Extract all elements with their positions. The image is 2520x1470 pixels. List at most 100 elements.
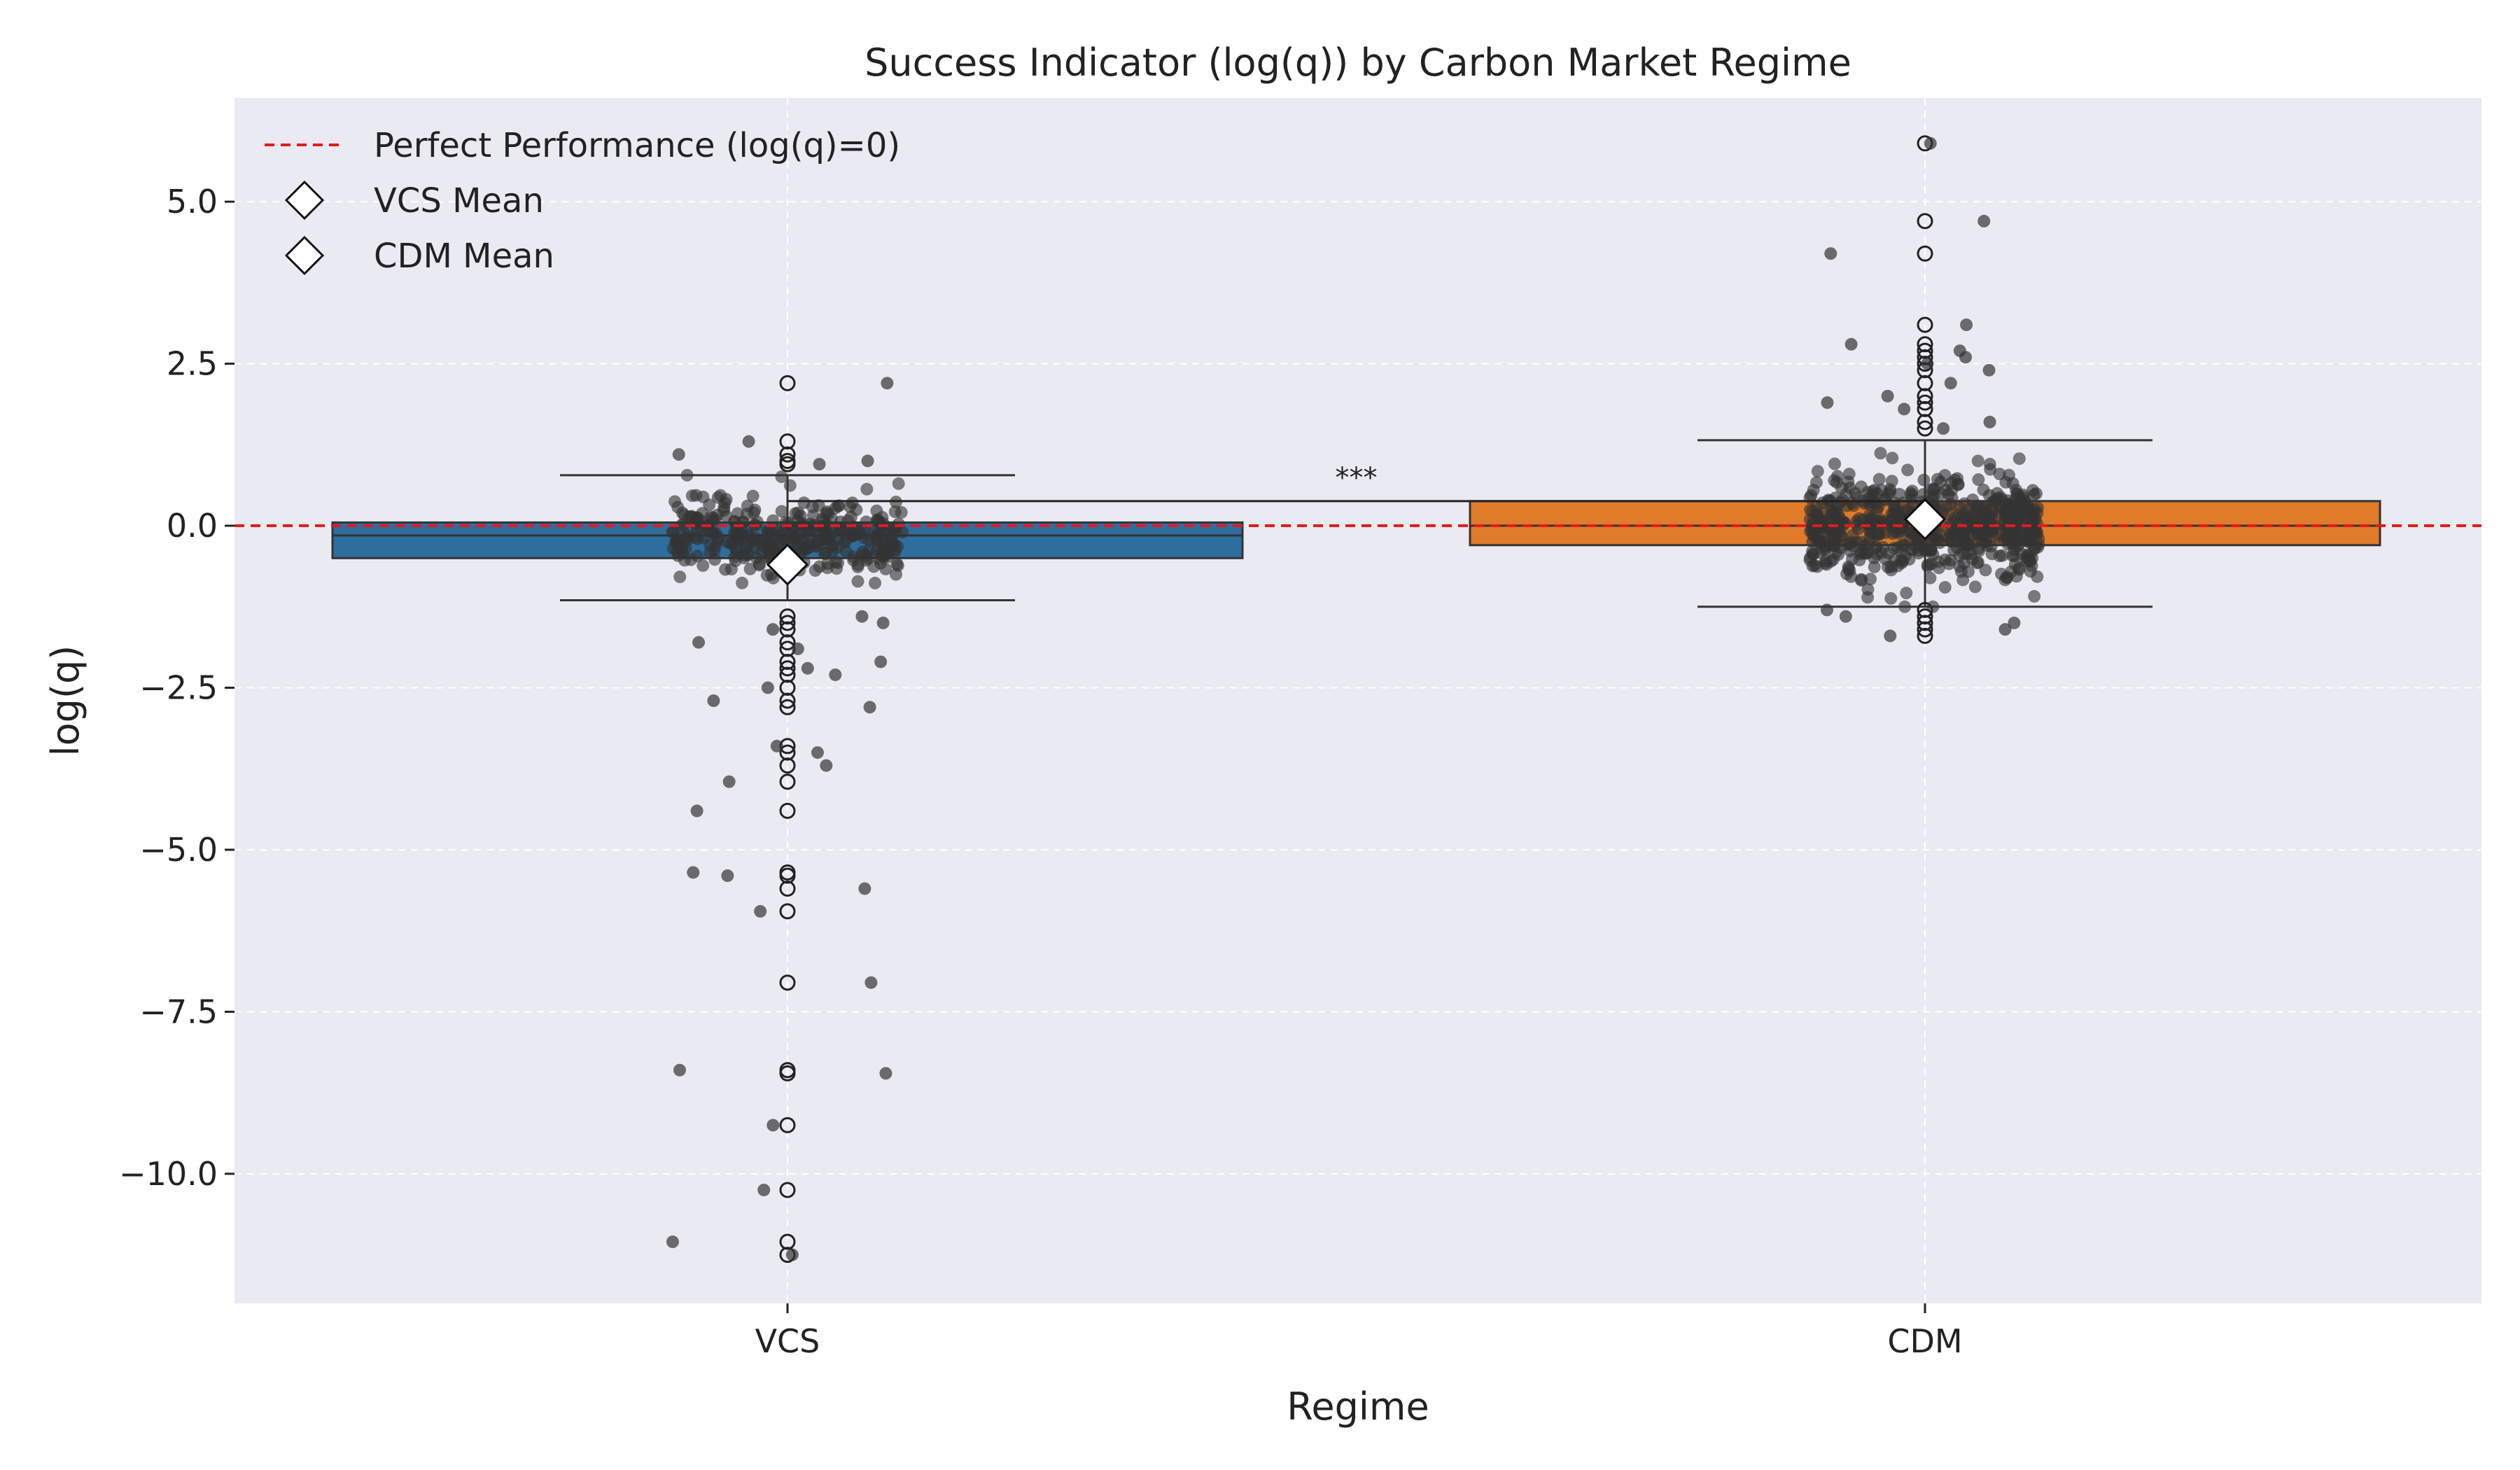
x-tick-label-1: CDM (1887, 1322, 1962, 1360)
vcs-outlier-18 (779, 757, 796, 774)
cdm-strip-point-584 (1837, 519, 1850, 532)
cdm-strip-point-545 (1885, 475, 1898, 488)
cdm-strip-outlier-1 (1977, 214, 1991, 227)
vcs-strip-point-325 (794, 509, 807, 522)
vcs-outlier-2 (779, 446, 796, 463)
cdm-strip-point-157 (1874, 447, 1887, 460)
vcs-strip-outlier-16 (770, 739, 783, 752)
vcs-strip-outlier-29 (757, 1183, 771, 1196)
cdm-strip-point-435 (2027, 488, 2040, 501)
vcs-strip-outlier-22 (721, 869, 734, 882)
legend-cdm-mean-marker (284, 235, 325, 276)
axes: 5.0 2.5 0.0 −2.5 −5.0 −7.5 −10.0 VCS CDM (119, 183, 1963, 1360)
cdm-strip-point-599 (1804, 525, 1817, 538)
vcs-strip-outlier-9 (791, 642, 804, 655)
cdm-strip-point-205 (1884, 592, 1898, 605)
vcs-strip-point-271 (729, 554, 742, 568)
cdm-strip-point-521 (2012, 452, 2026, 465)
cdm-strip-point-328 (1905, 484, 1919, 498)
vcs-strip-outlier-10 (874, 655, 888, 668)
vcs-strip-point-105 (892, 477, 905, 490)
cdm-strip-point-274 (1872, 472, 1886, 486)
vcs-strip-point-181 (806, 509, 820, 522)
cdm-strip-point-415 (1943, 528, 1956, 541)
vcs-strip-outlier-11 (801, 662, 814, 675)
cdm-strip-point-550 (1856, 513, 1870, 526)
vcs-outlier-20 (779, 802, 796, 819)
cdm-strip-point-538 (1896, 538, 1909, 552)
vcs-strip-point-274 (891, 559, 904, 573)
cdm-strip-outlier-6 (1959, 351, 1973, 364)
cdm-strip-point-358 (1921, 560, 1934, 573)
vcs-strip-point-222 (720, 536, 734, 549)
vcs-strip-point-217 (755, 545, 769, 559)
cdm-strip-point-553 (2002, 504, 2015, 517)
vcs-strip-point-324 (671, 540, 685, 554)
vcs-outlier-14 (779, 692, 796, 709)
vcs-strip-point-335 (807, 519, 820, 532)
cdm-strip-point-343 (1886, 451, 1899, 465)
vcs-outlier-15 (779, 699, 796, 715)
cdm-mean-marker (1903, 498, 1947, 540)
vcs-outlier-23 (779, 880, 796, 897)
vcs-strip-outlier-31 (785, 1248, 799, 1261)
cdm-strip-point-534 (1874, 517, 1887, 530)
cdm-strip-outlier-9 (1944, 377, 1957, 390)
vcs-strip-outlier-15 (863, 701, 876, 714)
cdm-strip-point-489 (1952, 478, 1965, 491)
vcs-outlier-0 (779, 374, 796, 391)
grid-lines (234, 98, 2482, 1303)
cdm-outlier-11 (1917, 394, 1933, 411)
cdm-strip-point-604 (1938, 553, 1952, 566)
vcs-strip-point-298 (762, 534, 776, 547)
vcs-strip-outlier-1 (742, 435, 755, 448)
cdm-strip-point-240 (1855, 573, 1868, 586)
vcs-strip-outlier-27 (879, 1067, 892, 1080)
vcs-strip-point-197 (888, 505, 902, 519)
cdm-strip-point-206 (1809, 476, 1823, 489)
cdm-strip-point-616 (1919, 545, 1932, 558)
vcs-strip-point-200 (748, 534, 761, 547)
cdm-strip-point-511 (2008, 550, 2021, 563)
legend-vcs-mean-marker (284, 180, 325, 220)
cdm-strip-point-591 (1842, 468, 1856, 481)
cdm-strip-point-552 (2024, 565, 2037, 578)
cdm-strip-point-63 (1971, 454, 1984, 468)
vcs-strip-point-148 (696, 559, 710, 572)
y-tick-label-2: 0.0 (167, 507, 218, 545)
y-tick-label-5: −7.5 (139, 993, 218, 1030)
cdm-outlier-3 (1917, 316, 1933, 333)
cdm-strip-outlier-15 (1821, 603, 1834, 617)
x-tick-label-0: VCS (755, 1322, 820, 1360)
vcs-strip-point-297 (676, 518, 689, 531)
cdm-strip-point-401 (1828, 457, 1842, 470)
vcs-strip-point-337 (732, 529, 746, 542)
vcs-strip-point-261 (680, 468, 694, 482)
cdm-strip-point-445 (1888, 496, 1901, 510)
cdm-outlier-19 (1917, 627, 1933, 644)
cdm-strip-outlier-12 (1898, 402, 1911, 416)
cdm-strip-point-602 (1824, 555, 1837, 568)
cdm-strip-point-433 (2005, 565, 2018, 578)
significance-label: *** (1336, 462, 1378, 494)
vcs-strip-point-308 (888, 545, 902, 559)
vcs-outlier-28 (779, 1116, 796, 1133)
cdm-strip-point-536 (1887, 507, 1900, 521)
cdm-strip-point-397 (1995, 567, 2008, 580)
cdm-strip-point-68 (1811, 465, 1824, 478)
cdm-strip-outlier-10 (1881, 389, 1894, 402)
vcs-strip-outlier-8 (692, 636, 706, 649)
cdm-strip-point-531 (1979, 536, 1992, 549)
vcs-strip-point-233 (775, 470, 788, 484)
cdm-strip-point-556 (1982, 489, 1996, 502)
cdm-strip-point-615 (2013, 506, 2026, 519)
vcs-strip-outlier-17 (811, 746, 824, 760)
y-tick-label-4: −5.0 (139, 831, 218, 869)
vcs-strip-outlier-6 (876, 616, 890, 629)
cdm-outlier-14 (1917, 420, 1933, 437)
cdm-strip-point-585 (2010, 534, 2023, 547)
cdm-strip-point-605 (1926, 600, 1940, 613)
vcs-strip-point-267 (671, 500, 685, 514)
cdm-strip-point-595 (1900, 587, 1913, 600)
cdm-strip-outlier-0 (1924, 136, 1937, 150)
